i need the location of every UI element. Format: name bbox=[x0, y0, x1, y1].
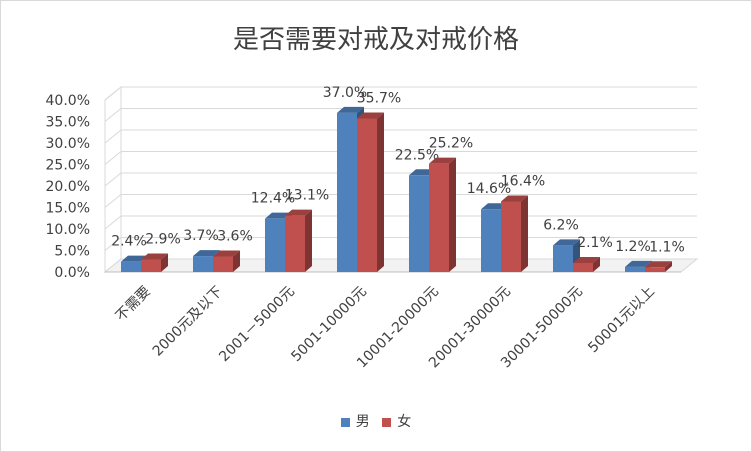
bar bbox=[409, 175, 429, 272]
data-label: 16.4% bbox=[501, 173, 545, 189]
data-label: 2.1% bbox=[577, 235, 613, 251]
y-tick-label: 35.0% bbox=[46, 115, 90, 131]
y-tick-label: 5.0% bbox=[54, 244, 90, 260]
bar-side bbox=[233, 250, 240, 272]
bar-side bbox=[305, 209, 312, 272]
bar-top bbox=[501, 195, 528, 202]
x-tick-label: 2000元及以下 bbox=[150, 284, 226, 360]
bar-top bbox=[429, 157, 456, 164]
bar bbox=[121, 261, 141, 272]
bar-side bbox=[593, 256, 600, 272]
data-label: 13.1% bbox=[285, 188, 329, 204]
data-label: 3.6% bbox=[217, 229, 253, 245]
data-label: 25.2% bbox=[429, 136, 473, 152]
legend-item-male: 男 bbox=[340, 411, 370, 431]
data-label: 6.2% bbox=[543, 217, 579, 233]
data-label: 2.4% bbox=[111, 234, 147, 250]
bar bbox=[481, 209, 501, 272]
y-tick-label: 25.0% bbox=[46, 158, 90, 174]
gridline bbox=[104, 215, 697, 230]
data-label: 22.5% bbox=[395, 147, 439, 163]
bar-side bbox=[161, 253, 168, 272]
bar-top bbox=[193, 250, 220, 257]
bar bbox=[357, 118, 377, 273]
bar-top bbox=[553, 239, 580, 246]
bar-top bbox=[337, 106, 364, 113]
gridline bbox=[104, 194, 697, 208]
bar bbox=[625, 266, 645, 272]
data-label: 3.7% bbox=[183, 228, 219, 244]
bar bbox=[337, 112, 357, 273]
bar bbox=[553, 245, 573, 272]
legend-swatch-female bbox=[382, 417, 392, 427]
bar-side bbox=[521, 195, 528, 272]
bar bbox=[645, 267, 665, 272]
data-label: 35.7% bbox=[357, 90, 401, 106]
bar-side bbox=[665, 261, 672, 272]
legend-label-male: 男 bbox=[355, 414, 370, 430]
chart-title: 是否需要对戒及对戒价格 bbox=[232, 25, 519, 55]
bar-top bbox=[625, 260, 652, 267]
data-label: 12.4% bbox=[251, 191, 295, 207]
bar-top bbox=[141, 253, 168, 260]
y-tick-label: 0.0% bbox=[54, 265, 90, 281]
bar bbox=[573, 262, 593, 272]
data-label: 1.2% bbox=[615, 239, 651, 255]
y-tick-label: 40.0% bbox=[46, 93, 90, 109]
legend-label-female: 女 bbox=[397, 414, 412, 430]
bar bbox=[213, 256, 233, 272]
bar-top bbox=[285, 209, 312, 216]
gridline bbox=[104, 151, 697, 165]
bar-side bbox=[449, 157, 456, 272]
bar-top bbox=[573, 256, 600, 263]
data-label: 2.9% bbox=[145, 232, 181, 248]
y-tick-label: 10.0% bbox=[46, 222, 90, 238]
bar bbox=[265, 218, 285, 272]
data-label: 1.1% bbox=[649, 239, 685, 255]
x-tick-label: 5001-10000元 bbox=[288, 284, 369, 365]
x-tick-label: 50001元以上 bbox=[585, 284, 658, 357]
y-tick-label: 30.0% bbox=[46, 136, 90, 152]
bar-side bbox=[377, 112, 384, 273]
data-label: 14.6% bbox=[467, 181, 511, 197]
bar bbox=[429, 163, 449, 272]
data-label: 37.0% bbox=[323, 85, 367, 101]
bar bbox=[193, 256, 213, 272]
bar bbox=[501, 201, 521, 272]
gridline bbox=[104, 129, 697, 144]
bar bbox=[285, 215, 305, 272]
bar-top bbox=[357, 112, 384, 119]
legend-swatch-male bbox=[340, 417, 350, 427]
bar-top bbox=[213, 250, 240, 257]
gridline bbox=[104, 172, 697, 187]
legend: 男 女 bbox=[1, 411, 751, 431]
gridline bbox=[104, 108, 697, 122]
gridline bbox=[104, 86, 697, 101]
legend-item-female: 女 bbox=[382, 411, 411, 431]
bar-top bbox=[645, 261, 672, 268]
y-tick-label: 15.0% bbox=[46, 201, 90, 217]
y-tick-label: 20.0% bbox=[46, 179, 90, 195]
x-tick-label: 不需要 bbox=[113, 284, 154, 325]
bar bbox=[141, 259, 161, 272]
x-tick-label: 2001－5000元 bbox=[216, 284, 298, 366]
